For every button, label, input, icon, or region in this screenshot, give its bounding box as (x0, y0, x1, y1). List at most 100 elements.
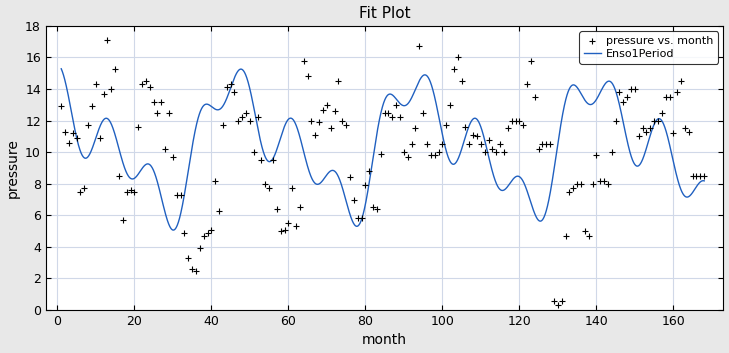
pressure vs. month (302, 73, 313, 79)
pressure vs. month (587, 181, 599, 187)
pressure vs. month (128, 189, 140, 195)
pressure vs. month (71, 135, 82, 141)
pressure vs. month (340, 122, 352, 128)
pressure vs. month (448, 66, 460, 71)
pressure vs. month (305, 118, 317, 124)
pressure vs. month (329, 108, 340, 114)
pressure vs. month (460, 124, 472, 130)
pressure vs. month (410, 126, 421, 131)
pressure vs. month (179, 230, 190, 235)
pressure vs. month (371, 206, 383, 212)
pressure vs. month (668, 130, 679, 136)
pressure vs. month (394, 115, 406, 120)
pressure vs. month (660, 94, 671, 100)
pressure vs. month (67, 130, 79, 136)
pressure vs. month (101, 37, 113, 43)
pressure vs. month (171, 192, 182, 198)
pressure vs. month (625, 86, 637, 92)
pressure vs. month (194, 246, 206, 251)
pressure vs. month (59, 129, 71, 134)
pressure vs. month (510, 118, 521, 124)
pressure vs. month (144, 85, 155, 90)
pressure vs. month (671, 89, 683, 95)
pressure vs. month (202, 230, 214, 235)
pressure vs. month (198, 233, 209, 239)
pressure vs. month (487, 146, 499, 152)
Line: Enso1Period: Enso1Period (61, 69, 704, 230)
pressure vs. month (106, 86, 117, 92)
pressure vs. month (286, 186, 298, 191)
pressure vs. month (244, 118, 256, 124)
pressure vs. month (332, 78, 344, 84)
Enso1Period (585, 102, 594, 107)
pressure vs. month (140, 78, 152, 84)
pressure vs. month (160, 146, 171, 152)
pressure vs. month (386, 115, 398, 120)
pressure vs. month (421, 142, 433, 147)
pressure vs. month (275, 228, 286, 234)
pressure vs. month (152, 110, 163, 115)
pressure vs. month (310, 132, 321, 138)
pressure vs. month (359, 183, 371, 188)
pressure vs. month (606, 149, 617, 155)
Enso1Period (537, 219, 545, 223)
pressure vs. month (406, 142, 418, 147)
pressure vs. month (475, 142, 487, 147)
pressure vs. month (356, 216, 367, 221)
pressure vs. month (263, 186, 275, 191)
pressure vs. month (313, 119, 325, 125)
pressure vs. month (518, 122, 529, 128)
pressure vs. month (233, 118, 244, 124)
pressure vs. month (602, 181, 614, 187)
pressure vs. month (390, 102, 402, 108)
pressure vs. month (98, 91, 109, 97)
pressure vs. month (256, 157, 268, 163)
pressure vs. month (214, 208, 225, 214)
Title: Fit Plot: Fit Plot (359, 6, 410, 20)
pressure vs. month (552, 303, 564, 308)
Enso1Period (475, 121, 484, 126)
pressure vs. month (290, 223, 302, 229)
pressure vs. month (187, 266, 198, 272)
pressure vs. month (433, 149, 445, 155)
pressure vs. month (109, 66, 121, 71)
pressure vs. month (498, 149, 510, 155)
pressure vs. month (506, 118, 518, 124)
pressure vs. month (229, 89, 241, 95)
pressure vs. month (548, 298, 560, 303)
pressure vs. month (252, 115, 263, 120)
pressure vs. month (610, 118, 622, 124)
pressure vs. month (579, 228, 590, 234)
pressure vs. month (621, 94, 633, 100)
X-axis label: month: month (362, 334, 407, 347)
pressure vs. month (133, 124, 144, 130)
pressure vs. month (687, 173, 698, 179)
Legend: pressure vs. month, Enso1Period: pressure vs. month, Enso1Period (580, 31, 718, 64)
pressure vs. month (679, 126, 691, 131)
pressure vs. month (533, 146, 545, 152)
pressure vs. month (337, 118, 348, 124)
pressure vs. month (467, 132, 479, 138)
pressure vs. month (148, 99, 160, 104)
pressure vs. month (513, 118, 525, 124)
pressure vs. month (74, 189, 86, 195)
pressure vs. month (572, 181, 583, 187)
pressure vs. month (82, 122, 94, 128)
pressure vs. month (652, 118, 664, 124)
pressure vs. month (483, 137, 494, 142)
pressure vs. month (352, 216, 364, 221)
pressure vs. month (375, 151, 386, 157)
pressure vs. month (440, 122, 452, 128)
Enso1Period (57, 67, 66, 71)
pressure vs. month (540, 142, 552, 147)
pressure vs. month (590, 152, 602, 158)
pressure vs. month (437, 142, 448, 147)
Enso1Period (169, 228, 178, 232)
pressure vs. month (456, 78, 467, 84)
pressure vs. month (695, 173, 706, 179)
pressure vs. month (545, 142, 556, 147)
pressure vs. month (182, 255, 194, 261)
pressure vs. month (471, 133, 483, 139)
pressure vs. month (690, 173, 702, 179)
pressure vs. month (594, 178, 606, 184)
